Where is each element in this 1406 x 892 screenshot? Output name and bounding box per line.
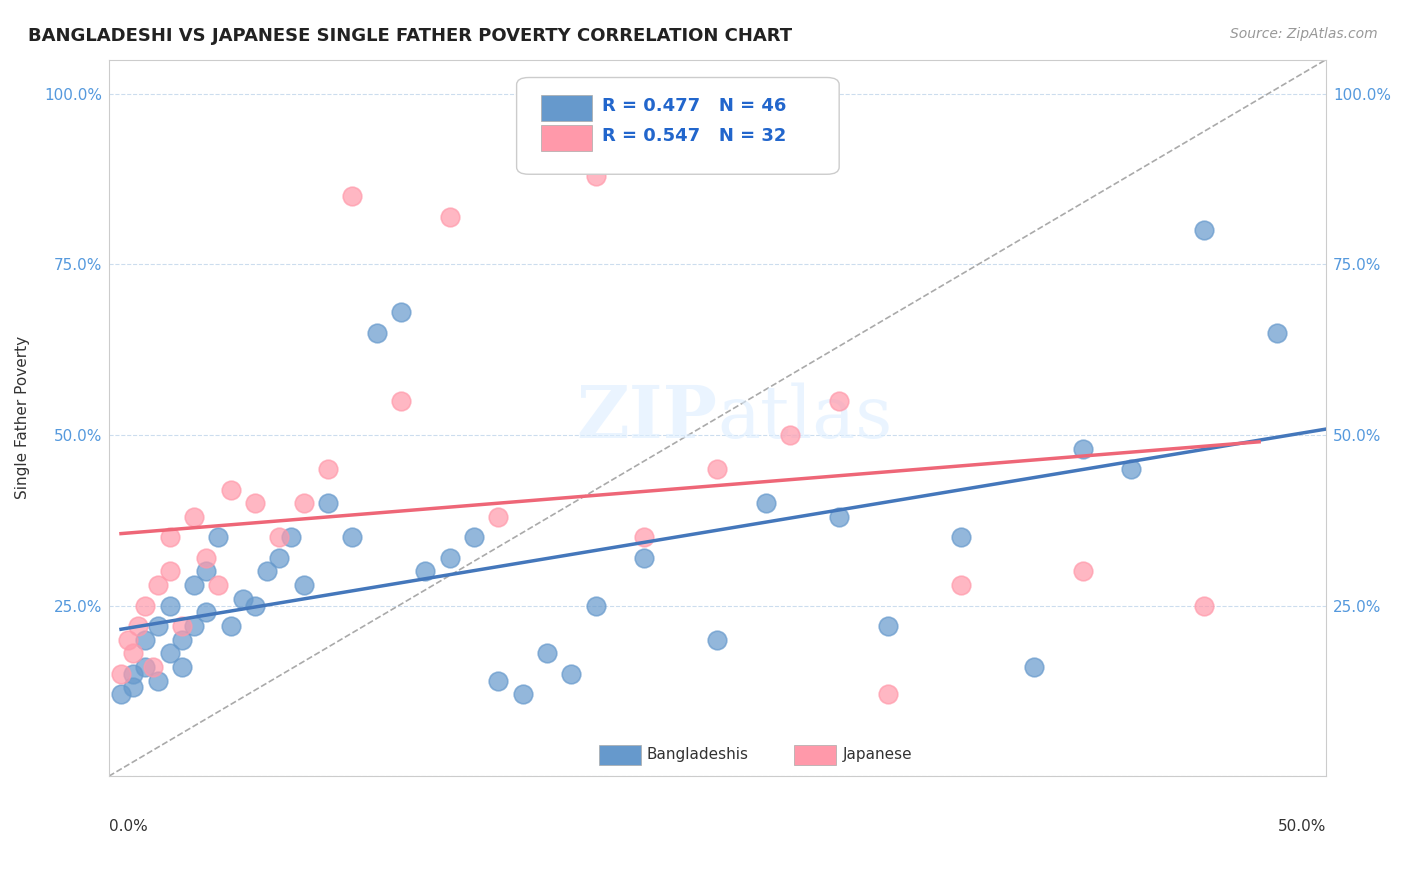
Point xyxy=(463,530,485,544)
Point xyxy=(219,619,242,633)
Point xyxy=(949,530,972,544)
Text: Bangladeshis: Bangladeshis xyxy=(647,747,749,762)
Point xyxy=(134,660,156,674)
Text: ZIP: ZIP xyxy=(576,383,717,453)
Point xyxy=(292,578,315,592)
Point xyxy=(110,666,132,681)
Point xyxy=(170,632,193,647)
FancyBboxPatch shape xyxy=(794,745,835,764)
Point xyxy=(536,646,558,660)
Point xyxy=(779,428,801,442)
Point xyxy=(1022,660,1045,674)
Text: 50.0%: 50.0% xyxy=(1278,819,1326,834)
Point xyxy=(232,591,254,606)
Point xyxy=(292,496,315,510)
Point xyxy=(486,509,509,524)
Point xyxy=(389,393,412,408)
Point xyxy=(146,673,169,688)
Point xyxy=(1194,223,1216,237)
Point xyxy=(512,687,534,701)
Point xyxy=(536,141,558,155)
Point xyxy=(134,632,156,647)
Point xyxy=(633,550,655,565)
Point xyxy=(146,619,169,633)
Text: R = 0.547   N = 32: R = 0.547 N = 32 xyxy=(602,128,786,145)
Point xyxy=(243,496,266,510)
Point xyxy=(146,578,169,592)
Point xyxy=(949,578,972,592)
Point xyxy=(269,530,291,544)
Point xyxy=(256,565,278,579)
Point xyxy=(127,619,149,633)
Point xyxy=(142,660,165,674)
FancyBboxPatch shape xyxy=(541,125,592,151)
Point xyxy=(1071,565,1094,579)
Point xyxy=(828,393,851,408)
Point xyxy=(342,530,364,544)
Point xyxy=(439,550,461,565)
Point xyxy=(195,606,218,620)
FancyBboxPatch shape xyxy=(541,95,592,120)
Point xyxy=(486,673,509,688)
Point xyxy=(117,632,139,647)
Point xyxy=(876,619,898,633)
Point xyxy=(207,578,229,592)
Point xyxy=(585,599,607,613)
Point xyxy=(110,687,132,701)
FancyBboxPatch shape xyxy=(599,745,641,764)
Point xyxy=(439,210,461,224)
Point xyxy=(316,462,339,476)
Point xyxy=(183,509,205,524)
Text: 0.0%: 0.0% xyxy=(108,819,148,834)
Point xyxy=(122,646,145,660)
Point xyxy=(207,530,229,544)
Text: atlas: atlas xyxy=(717,383,893,453)
Point xyxy=(243,599,266,613)
Point xyxy=(1121,462,1143,476)
Point xyxy=(560,666,582,681)
Point xyxy=(1267,326,1289,340)
Point xyxy=(134,599,156,613)
Point xyxy=(413,565,436,579)
FancyBboxPatch shape xyxy=(516,78,839,174)
Point xyxy=(389,305,412,319)
Point xyxy=(1194,599,1216,613)
Point xyxy=(876,687,898,701)
Point xyxy=(183,619,205,633)
Point xyxy=(219,483,242,497)
Point xyxy=(170,619,193,633)
Point xyxy=(280,530,302,544)
Point xyxy=(755,496,778,510)
Point xyxy=(159,646,181,660)
Point xyxy=(585,169,607,183)
Point xyxy=(183,578,205,592)
Point xyxy=(828,509,851,524)
Point xyxy=(195,565,218,579)
Text: Source: ZipAtlas.com: Source: ZipAtlas.com xyxy=(1230,27,1378,41)
Point xyxy=(159,599,181,613)
Point xyxy=(269,550,291,565)
Point xyxy=(633,530,655,544)
Point xyxy=(122,681,145,695)
Point xyxy=(170,660,193,674)
Point xyxy=(366,326,388,340)
Point xyxy=(316,496,339,510)
Point xyxy=(706,462,728,476)
Text: BANGLADESHI VS JAPANESE SINGLE FATHER POVERTY CORRELATION CHART: BANGLADESHI VS JAPANESE SINGLE FATHER PO… xyxy=(28,27,792,45)
Y-axis label: Single Father Poverty: Single Father Poverty xyxy=(15,336,30,500)
Text: Japanese: Japanese xyxy=(842,747,912,762)
Point xyxy=(122,666,145,681)
Point xyxy=(342,189,364,203)
Point xyxy=(159,565,181,579)
Point xyxy=(706,632,728,647)
Point xyxy=(1071,442,1094,456)
Point xyxy=(195,550,218,565)
Text: R = 0.477   N = 46: R = 0.477 N = 46 xyxy=(602,97,786,115)
Point xyxy=(159,530,181,544)
